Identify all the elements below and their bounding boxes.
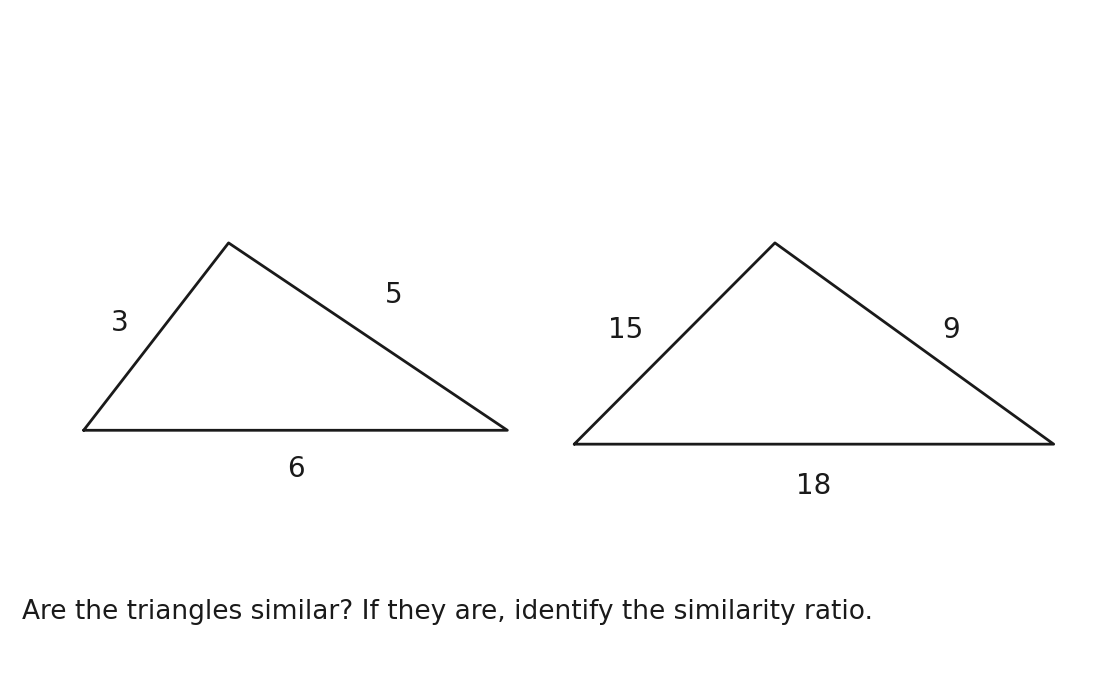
Text: 5: 5 (385, 281, 403, 309)
Text: 18: 18 (796, 472, 832, 500)
Text: 9: 9 (942, 316, 960, 344)
Text: Are the triangles similar? If they are, identify the similarity ratio.: Are the triangles similar? If they are, … (22, 599, 873, 625)
Text: 15: 15 (608, 316, 643, 344)
Text: 3: 3 (110, 309, 128, 337)
Text: 6: 6 (287, 455, 304, 482)
